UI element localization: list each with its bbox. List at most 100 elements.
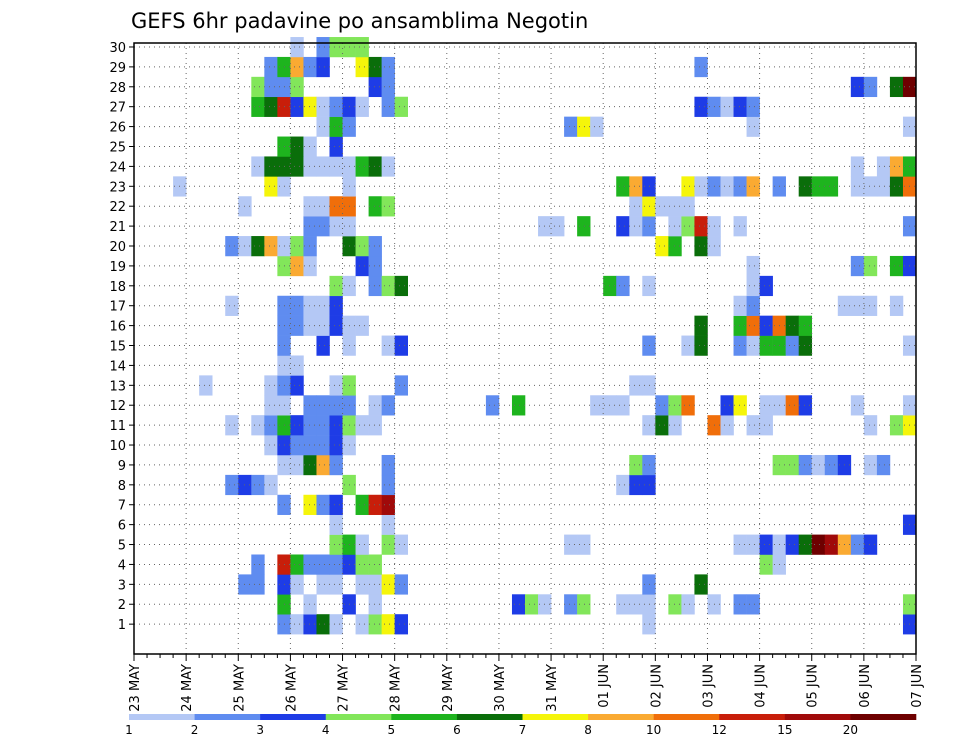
heatmap-cell [290, 255, 304, 277]
heatmap-cell [629, 196, 643, 217]
heatmap-cell [316, 454, 330, 476]
heatmap-cell [264, 474, 278, 496]
y-tick-label: 20 [109, 240, 126, 255]
heatmap-cell [368, 554, 382, 575]
heatmap-cell [876, 454, 891, 476]
heatmap-cell [642, 454, 656, 476]
heatmap-cell [381, 474, 395, 496]
heatmap-cell [381, 196, 395, 217]
heatmap-cell [785, 315, 799, 336]
heatmap-cell [889, 176, 904, 197]
y-tick-label: 21 [109, 220, 126, 235]
heatmap-cell [629, 454, 643, 476]
heatmap-cell [355, 315, 369, 336]
heatmap-cell [264, 395, 278, 416]
x-tick-label: 25 MAY [232, 664, 247, 712]
heatmap-cell [381, 335, 395, 356]
heatmap-cell [290, 37, 304, 58]
heatmap-cell [668, 216, 682, 237]
heatmap-cell [720, 176, 734, 197]
heatmap-cell [355, 37, 369, 58]
heatmap-cell [329, 614, 343, 635]
heatmap-cell [655, 196, 669, 217]
heatmap-cell [746, 315, 760, 336]
legend-label: 20 [843, 723, 858, 737]
heatmap-cell [642, 594, 656, 615]
legend-label: 12 [712, 723, 727, 737]
heatmap-cell [811, 176, 826, 197]
heatmap-cell [668, 236, 682, 257]
heatmap-cell [251, 554, 265, 575]
heatmap-cell [316, 216, 330, 237]
heatmap-cell [668, 196, 682, 217]
heatmap-cell [329, 196, 343, 217]
heatmap-cell [681, 196, 695, 217]
heatmap-cell [720, 395, 734, 416]
heatmap-cell [629, 474, 643, 496]
heatmap-cell [564, 116, 578, 137]
heatmap-cell [746, 275, 760, 297]
x-tick-label: 24 MAY [180, 664, 195, 712]
y-tick-label: 18 [109, 280, 126, 295]
heatmap-cell [316, 494, 330, 515]
heatmap-cell [746, 96, 760, 117]
y-tick-label: 22 [109, 200, 126, 215]
heatmap-cell [642, 375, 656, 396]
legend-label: 8 [584, 723, 592, 737]
heatmap-cell [811, 454, 826, 476]
y-tick-label: 12 [109, 399, 126, 414]
heatmap-cell [329, 216, 343, 237]
heatmap-cell [355, 56, 369, 78]
heatmap-cell [381, 514, 395, 535]
y-tick-label: 9 [118, 459, 126, 474]
heatmap-cell [368, 156, 382, 177]
y-tick-label: 11 [109, 419, 126, 434]
heatmap-cell [225, 295, 239, 316]
heatmap-cell [642, 275, 656, 297]
heatmap-cell [381, 534, 395, 555]
heatmap-cell [629, 594, 643, 615]
heatmap-cell [759, 315, 773, 336]
heatmap-cell [381, 614, 395, 635]
heatmap-cell [368, 236, 382, 257]
heatmap-cell [746, 415, 760, 436]
heatmap-cell [759, 335, 773, 356]
heatmap-cell [629, 176, 643, 197]
heatmap-cell [381, 494, 395, 515]
heatmap-cell [290, 415, 304, 436]
heatmap-cell [329, 574, 343, 595]
legend-swatch [588, 714, 654, 720]
y-tick-label: 7 [118, 499, 126, 514]
heatmap-cell [889, 415, 904, 436]
y-tick-label: 1 [118, 618, 126, 633]
heatmap-cell [733, 315, 747, 336]
x-tick-label: 01 JUN [597, 664, 612, 708]
heatmap-cell [720, 415, 734, 436]
heatmap-cell [329, 37, 343, 58]
legend-label: 15 [777, 723, 792, 737]
heatmap-cell [368, 494, 382, 515]
heatmap-cell [290, 295, 304, 316]
heatmap-cell [355, 255, 369, 277]
heatmap-cell [381, 574, 395, 595]
heatmap-cell [785, 454, 799, 476]
heatmap-cell [381, 275, 395, 297]
heatmap-cell [316, 56, 330, 78]
heatmap-cell [355, 494, 369, 515]
heatmap-cell [329, 494, 343, 515]
heatmap-cell [303, 196, 317, 217]
y-tick-label: 30 [109, 41, 126, 56]
heatmap-cell [642, 216, 656, 237]
heatmap-cell [733, 594, 747, 615]
heatmap-cell [642, 196, 656, 217]
heatmap-cell [381, 156, 395, 177]
heatmap-cell [264, 56, 278, 78]
heatmap-cell [694, 176, 708, 197]
heatmap-cell [251, 415, 265, 436]
heatmap-cell [303, 56, 317, 78]
y-axis: 1234567891011121314151617181920212223242… [109, 41, 134, 633]
heatmap-cell [303, 614, 317, 635]
heatmap-cell [264, 96, 278, 117]
heatmap-cell [264, 415, 278, 436]
heatmap-cell [329, 415, 343, 436]
